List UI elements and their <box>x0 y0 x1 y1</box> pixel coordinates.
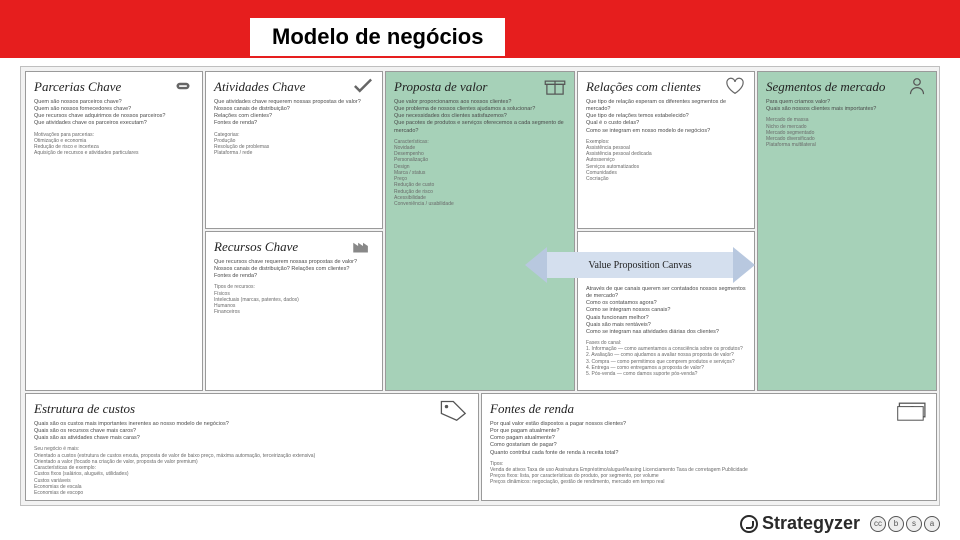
bmc-canvas: Parcerias Chave Quem são nossos parceiro… <box>20 66 940 506</box>
cc-badges: cc b s a <box>870 516 940 532</box>
block-relationships: Relações com clientes Que tipo de relaçã… <box>577 71 755 229</box>
page-title: Modelo de negócios <box>250 18 505 56</box>
factory-icon <box>350 236 376 256</box>
block-revenue-q: Por qual valor estão dispostos a pagar n… <box>490 421 928 457</box>
block-partners-title: Parcerias Chave <box>34 79 121 95</box>
person-icon <box>904 76 930 96</box>
block-segments-ex: Mercado de massaNicho de mercadoMercado … <box>766 117 928 148</box>
block-resources-title: Recursos Chave <box>214 239 298 255</box>
block-resources: Recursos Chave Que recursos chave requer… <box>205 231 383 391</box>
tag-icon <box>438 398 472 422</box>
block-value-q: Que valor proporcionamos aos nossos clie… <box>394 99 566 135</box>
block-costs: Estrutura de custos Quais são os custos … <box>25 393 479 501</box>
title-bar: Modelo de negócios <box>0 0 960 58</box>
brand-icon <box>740 515 758 533</box>
block-activities: Atividades Chave Que atividades chave re… <box>205 71 383 229</box>
heart-icon <box>722 76 748 96</box>
block-partners: Parcerias Chave Quem são nossos parceiro… <box>25 71 203 391</box>
block-revenue: Fontes de renda Por qual valor estão dis… <box>481 393 937 501</box>
cc-badge: a <box>924 516 940 532</box>
brand-text: Strategyzer <box>762 513 860 534</box>
block-resources-q: Que recursos chave requerem nossas propo… <box>214 259 374 280</box>
block-resources-ex: Tipos de recursos:FísicosIntelectuais (m… <box>214 284 374 315</box>
block-value: Proposta de valor Que valor proporcionam… <box>385 71 575 391</box>
block-relationships-title: Relações com clientes <box>586 79 701 95</box>
block-segments-q: Para quem criamos valor?Quais são nossos… <box>766 99 928 113</box>
block-relationships-q: Que tipo de relação esperam os diferente… <box>586 99 746 135</box>
footer: Strategyzer cc b s a <box>740 513 940 534</box>
block-costs-ex: Seu negócio é mais:Orientado a custos (e… <box>34 446 470 496</box>
block-activities-ex: Categorias:ProduçãoResolução de problema… <box>214 132 374 157</box>
block-channels-q: Através de que canais querem ser contata… <box>586 286 746 336</box>
block-channels-ex: Fases do canal:1. Informação — como aume… <box>586 340 746 378</box>
brand-logo: Strategyzer <box>740 513 860 534</box>
block-costs-title: Estrutura de custos <box>34 401 135 417</box>
gift-icon <box>542 76 568 96</box>
cc-badge: cc <box>870 516 886 532</box>
block-relationships-ex: Exemplos:Assistência pessoalAssistência … <box>586 139 746 183</box>
block-partners-q: Quem são nossos parceiros chave?Quem são… <box>34 99 194 128</box>
block-activities-title: Atividades Chave <box>214 79 305 95</box>
check-icon <box>350 76 376 96</box>
block-value-ex: Características:NovidadeDesempenhoPerson… <box>394 139 566 208</box>
vpc-callout: Value Proposition Canvas <box>525 247 755 283</box>
vpc-callout-label: Value Proposition Canvas <box>547 252 733 278</box>
arrow-left-tip <box>525 247 547 283</box>
block-activities-q: Que atividades chave requerem nossas pro… <box>214 99 374 128</box>
cash-icon <box>896 398 930 422</box>
block-partners-ex: Motivações para parcerias:Otimização e e… <box>34 132 194 157</box>
block-segments: Segmentos de mercado Para quem criamos v… <box>757 71 937 391</box>
link-icon <box>170 76 196 96</box>
arrow-right-tip <box>733 247 755 283</box>
block-segments-title: Segmentos de mercado <box>766 79 885 95</box>
block-revenue-ex: Tipos:Venda de ativos Taxa de uso Assina… <box>490 461 928 486</box>
block-revenue-title: Fontes de renda <box>490 401 574 417</box>
cc-badge: b <box>888 516 904 532</box>
block-value-title: Proposta de valor <box>394 79 487 95</box>
cc-badge: s <box>906 516 922 532</box>
block-costs-q: Quais são os custos mais importantes ine… <box>34 421 470 442</box>
